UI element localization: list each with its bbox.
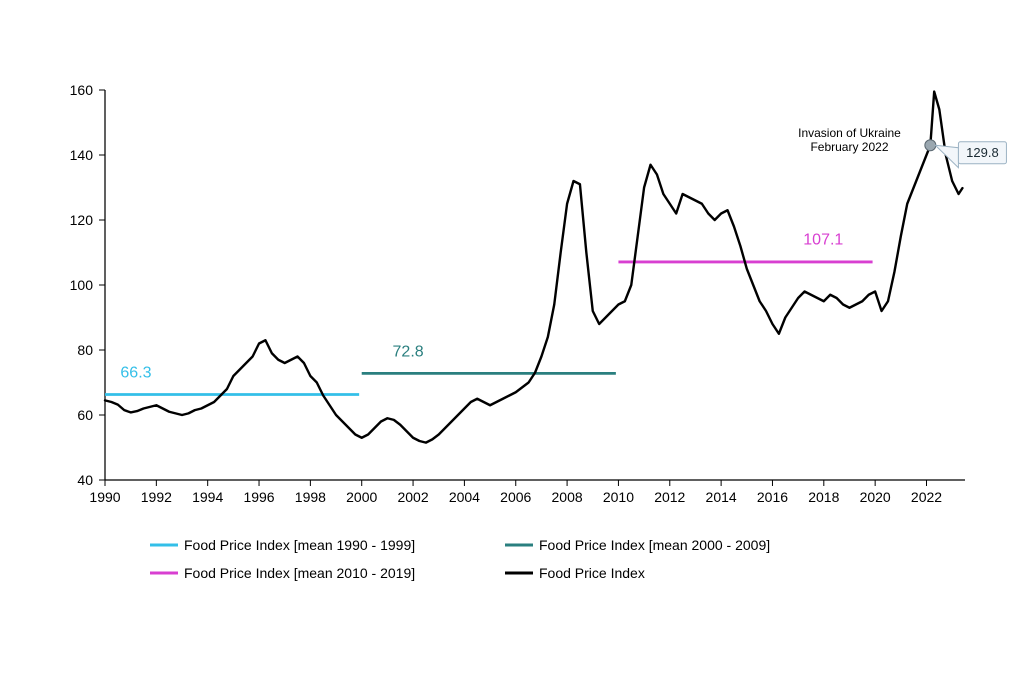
x-tick-label: 2020 <box>860 489 891 505</box>
food-price-index-chart: 40 60 80 100 120 140 160 1990 1992 1994 1996 1998 20… <box>0 0 1024 683</box>
x-tick-label: 2006 <box>500 489 531 505</box>
legend-label: Food Price Index [mean 2000 - 2009] <box>539 537 770 553</box>
x-tick-label: 2014 <box>706 489 737 505</box>
x-tick-label: 2004 <box>449 489 480 505</box>
x-tick-label: 2016 <box>757 489 788 505</box>
y-tick-label: 160 <box>70 82 94 98</box>
y-tick-label: 120 <box>70 212 94 228</box>
annotation-text: Invasion of Ukraine <box>798 126 901 140</box>
x-tick-label: 2000 <box>346 489 377 505</box>
y-tick-label: 80 <box>77 342 93 358</box>
x-tick-label: 2012 <box>654 489 685 505</box>
x-tick-label: 1998 <box>295 489 326 505</box>
mean-1990s-label: 66.3 <box>120 365 151 382</box>
legend-label: Food Price Index <box>539 565 645 581</box>
x-tick-label: 1990 <box>89 489 120 505</box>
x-tick-label: 1996 <box>243 489 274 505</box>
y-tick-label: 140 <box>70 147 94 163</box>
y-tick-label: 40 <box>77 472 93 488</box>
x-tick-label: 2002 <box>397 489 428 505</box>
x-tick-label: 2018 <box>808 489 839 505</box>
callout-value: 129.8 <box>966 145 999 160</box>
legend-label: Food Price Index [mean 2010 - 2019] <box>184 565 415 581</box>
annotation-text: February 2022 <box>810 140 888 154</box>
x-tick-label: 2010 <box>603 489 634 505</box>
y-tick-label: 100 <box>70 277 94 293</box>
x-tick-label: 2022 <box>911 489 942 505</box>
mean-2000s-label: 72.8 <box>393 344 424 361</box>
x-tick-label: 1994 <box>192 489 223 505</box>
annotation-marker <box>925 140 936 151</box>
x-tick-label: 1992 <box>141 489 172 505</box>
y-tick-label: 60 <box>77 407 93 423</box>
x-tick-label: 2008 <box>552 489 583 505</box>
mean-2010s-label: 107.1 <box>803 231 843 248</box>
legend-label: Food Price Index [mean 1990 - 1999] <box>184 537 415 553</box>
